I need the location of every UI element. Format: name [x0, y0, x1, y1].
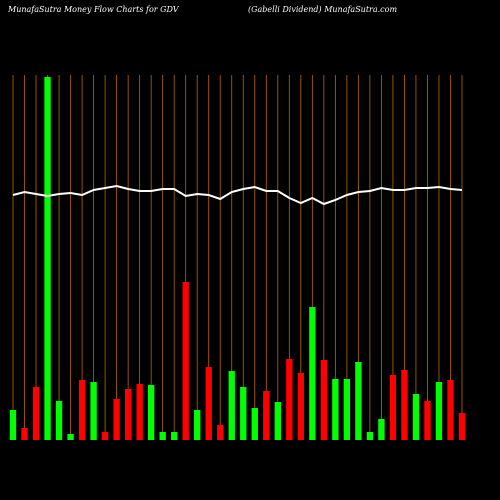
- bar: [424, 401, 431, 440]
- bar: [320, 360, 328, 440]
- bar: [435, 382, 443, 440]
- bar: [228, 371, 235, 440]
- bar: [447, 380, 454, 440]
- chart-subtitle: (Gabelli Dividend) MunafaSutra.com: [248, 5, 397, 14]
- bar: [124, 389, 132, 440]
- bar: [32, 387, 40, 440]
- bar: [366, 432, 374, 440]
- bar: [182, 282, 189, 440]
- line: [12, 184, 463, 206]
- bar: [251, 408, 258, 440]
- bar: [171, 432, 178, 440]
- bar: [458, 413, 466, 440]
- bar: [205, 367, 212, 440]
- bar: [147, 385, 155, 440]
- bar: [286, 359, 293, 440]
- bar: [67, 434, 74, 440]
- bar: [194, 410, 201, 440]
- bar: [274, 402, 281, 440]
- bar: [55, 401, 63, 440]
- bar: [217, 425, 224, 440]
- bar: [101, 432, 109, 440]
- bar: [343, 379, 351, 440]
- bar: [78, 380, 86, 440]
- bar: [332, 379, 339, 440]
- bar: [240, 387, 247, 440]
- bar: [113, 399, 120, 440]
- bar: [9, 410, 17, 440]
- bar: [90, 382, 97, 440]
- bar: [355, 362, 362, 440]
- bar: [44, 77, 51, 440]
- bar: [309, 307, 316, 440]
- bar: [389, 375, 397, 440]
- bar: [136, 384, 143, 440]
- chart-title: MunafaSutra Money Flow Charts for GDV: [7, 5, 180, 14]
- bar: [159, 432, 166, 440]
- bar: [378, 419, 385, 440]
- bar: [412, 394, 420, 440]
- bar: [21, 428, 28, 440]
- bar: [263, 391, 270, 440]
- bar: [401, 370, 408, 440]
- bar: [297, 373, 304, 440]
